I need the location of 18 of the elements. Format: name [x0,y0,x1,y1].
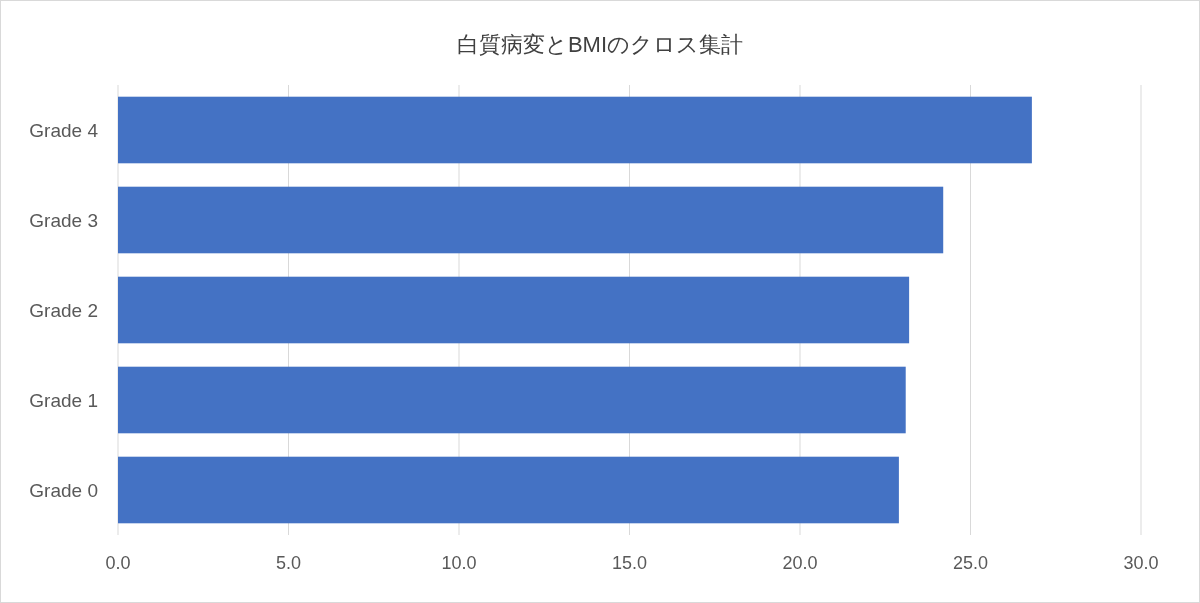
x-tick-label: 15.0 [611,553,648,573]
y-tick-label: Grade 1 [29,390,98,411]
bar [118,96,1032,164]
x-tick-label: 5.0 [275,553,302,573]
x-tick-label: 0.0 [105,553,131,573]
x-tick-label: 10.0 [441,553,477,573]
bar [118,366,906,434]
y-tick-label: Grade 0 [29,480,98,501]
bar [118,456,899,524]
x-tick-label: 25.0 [952,553,989,573]
y-tick-label: Grade 2 [29,300,98,321]
y-tick-label: Grade 4 [29,120,99,141]
bar [118,276,910,344]
y-tick-label: Grade 3 [29,210,98,231]
bar [118,186,944,254]
chart-title: 白質病変とBMIのクロス集計 [456,32,744,57]
x-tick-label: 20.0 [782,553,818,573]
x-tick-label: 30.0 [1123,553,1159,573]
